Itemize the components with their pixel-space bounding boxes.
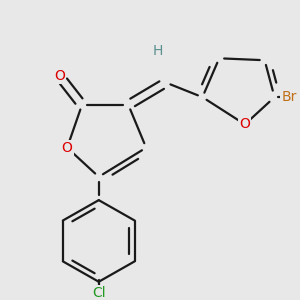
Text: O: O [239, 117, 250, 131]
Text: Br: Br [281, 90, 297, 104]
Text: O: O [62, 141, 73, 155]
Text: Cl: Cl [92, 286, 106, 300]
Text: O: O [54, 69, 65, 83]
Text: H: H [153, 44, 163, 58]
